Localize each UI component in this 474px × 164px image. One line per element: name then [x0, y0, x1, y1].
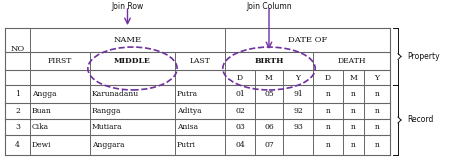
Text: 92: 92	[293, 107, 303, 115]
Text: Putra: Putra	[177, 90, 198, 98]
Text: LAST: LAST	[190, 57, 210, 65]
Text: Dewi: Dewi	[32, 141, 52, 149]
Text: 06: 06	[264, 123, 274, 131]
Text: Putri: Putri	[177, 141, 196, 149]
Text: Aditya: Aditya	[177, 107, 201, 115]
Text: M: M	[265, 73, 273, 82]
Text: 03: 03	[235, 123, 245, 131]
Text: 4: 4	[15, 141, 20, 149]
Text: DEATH: DEATH	[337, 57, 366, 65]
Text: 93: 93	[293, 123, 303, 131]
Text: n: n	[374, 141, 380, 149]
Text: BIRTH: BIRTH	[255, 57, 283, 65]
Text: Cika: Cika	[32, 123, 49, 131]
Text: 2: 2	[15, 107, 20, 115]
Text: 01: 01	[235, 90, 245, 98]
Text: 3: 3	[15, 123, 20, 131]
Text: Mutiara: Mutiara	[92, 123, 123, 131]
Text: 91: 91	[293, 90, 303, 98]
Text: n: n	[351, 107, 356, 115]
Text: n: n	[326, 90, 330, 98]
Text: FIRST: FIRST	[48, 57, 72, 65]
Text: Record: Record	[407, 115, 433, 124]
Text: 05: 05	[264, 90, 274, 98]
Text: 1: 1	[15, 90, 20, 98]
Text: D: D	[237, 73, 243, 82]
Text: Angga: Angga	[32, 90, 56, 98]
Text: 04: 04	[235, 141, 245, 149]
Text: Karunadanu: Karunadanu	[92, 90, 139, 98]
Text: n: n	[351, 123, 356, 131]
Text: n: n	[374, 123, 380, 131]
Text: DATE OF: DATE OF	[288, 36, 327, 44]
Text: M: M	[350, 73, 357, 82]
Text: n: n	[326, 123, 330, 131]
Text: 07: 07	[264, 141, 274, 149]
Text: n: n	[326, 107, 330, 115]
Text: n: n	[351, 90, 356, 98]
Text: Y: Y	[295, 73, 301, 82]
Text: n: n	[374, 107, 380, 115]
Text: MIDDLE: MIDDLE	[114, 57, 151, 65]
Text: Rangga: Rangga	[92, 107, 121, 115]
Text: n: n	[326, 141, 330, 149]
Text: Join Row: Join Row	[111, 2, 144, 11]
Text: n: n	[351, 141, 356, 149]
Text: D: D	[325, 73, 331, 82]
Text: Join Column: Join Column	[246, 2, 292, 11]
Text: Buan: Buan	[32, 107, 52, 115]
Text: n: n	[374, 90, 380, 98]
Text: Anggara: Anggara	[92, 141, 125, 149]
Text: Property: Property	[407, 52, 439, 61]
Text: NAME: NAME	[113, 36, 142, 44]
Text: 02: 02	[235, 107, 245, 115]
Text: Y: Y	[374, 73, 380, 82]
Text: Anisa: Anisa	[177, 123, 198, 131]
Text: NO: NO	[10, 45, 25, 53]
